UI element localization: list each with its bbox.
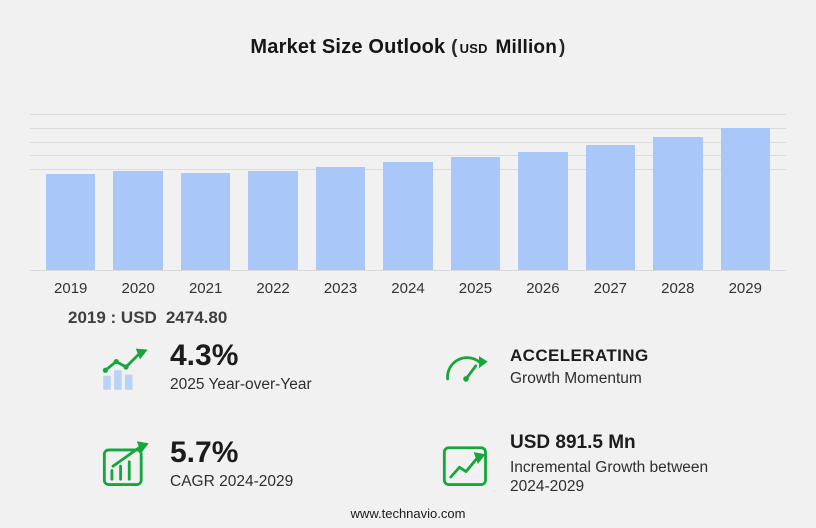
stats-grid: 4.3% 2025 Year-over-Year ACCELERATING Gr… [100, 340, 740, 496]
x-label-2021: 2021 [188, 280, 223, 297]
chart-plot-area [30, 100, 786, 271]
x-label-2020: 2020 [121, 280, 155, 297]
x-label-2029: 2029 [728, 280, 762, 297]
website-url: www.technavio.com [350, 506, 466, 521]
bar-2029 [720, 127, 770, 270]
bar-2022 [248, 170, 298, 270]
stat-incremental-value: USD 891.5 Mn [510, 431, 636, 453]
x-label-2019: 2019 [54, 280, 88, 297]
x-label-2028: 2028 [661, 280, 695, 297]
yoy-growth-icon [100, 341, 152, 393]
base-year-label: 2019 : USD [68, 308, 157, 327]
bar-2024 [383, 162, 433, 270]
stat-incremental-caption: Incremental Growth between 2024-2029 [510, 458, 709, 496]
stat-yoy-value: 4.3% [170, 339, 239, 372]
bar-2023 [315, 167, 366, 270]
stat-cagr: 5.7% CAGR 2024-2029 [100, 432, 440, 497]
x-label-2023: 2023 [323, 280, 358, 297]
incremental-growth-icon [440, 438, 492, 490]
stat-cagr-caption: CAGR 2024-2029 [170, 472, 294, 490]
bar-2019 [46, 174, 96, 270]
stat-yoy-caption: 2025 Year-over-Year [170, 375, 312, 393]
x-label-2026: 2026 [526, 280, 560, 297]
gridline [30, 114, 786, 116]
stat-incremental-growth: USD 891.5 Mn Incremental Growth between … [440, 432, 740, 497]
bar-2027 [585, 145, 636, 270]
bar-2020 [113, 171, 163, 270]
x-label-2027: 2027 [593, 280, 628, 297]
cagr-chart-icon [100, 438, 152, 490]
bar-2021 [180, 173, 231, 270]
bars [30, 100, 786, 270]
title-main: Market Size Outlook [250, 36, 446, 58]
title-unit: Million [495, 37, 558, 58]
stat-momentum-caption: Growth Momentum [510, 369, 642, 387]
stat-momentum-value: ACCELERATING [510, 345, 649, 365]
base-year-value: 2019 : USD 2474.80 [68, 308, 227, 328]
bar-2028 [653, 136, 703, 270]
x-label-2022: 2022 [256, 280, 290, 297]
bar-2026 [518, 151, 568, 270]
bar-2025 [450, 157, 501, 270]
title-paren-open: ( [451, 37, 458, 58]
stat-momentum: ACCELERATING Growth Momentum [440, 340, 740, 394]
gridline [30, 155, 786, 157]
market-size-bar-chart: 2019 2020 2021 2022 2023 2024 2025 2026 2027 2028… [30, 100, 786, 297]
x-axis-labels: 2019 2020 2021 2022 2023 2024 2025 2026 2027 2028… [30, 280, 786, 297]
gridline [30, 141, 786, 143]
x-label-2025: 2025 [458, 280, 493, 297]
base-year-amount: 2474.80 [165, 308, 228, 327]
title-currency: USD [459, 41, 488, 56]
gridline [30, 127, 786, 129]
stat-yoy-growth: 4.3% 2025 Year-over-Year [100, 340, 440, 394]
stat-cagr-value: 5.7% [170, 436, 239, 470]
title-paren-close: ) [559, 37, 566, 58]
x-label-2024: 2024 [391, 280, 425, 297]
speedometer-icon [440, 341, 492, 393]
page-title: Market Size Outlook (USD Million) [0, 0, 816, 59]
